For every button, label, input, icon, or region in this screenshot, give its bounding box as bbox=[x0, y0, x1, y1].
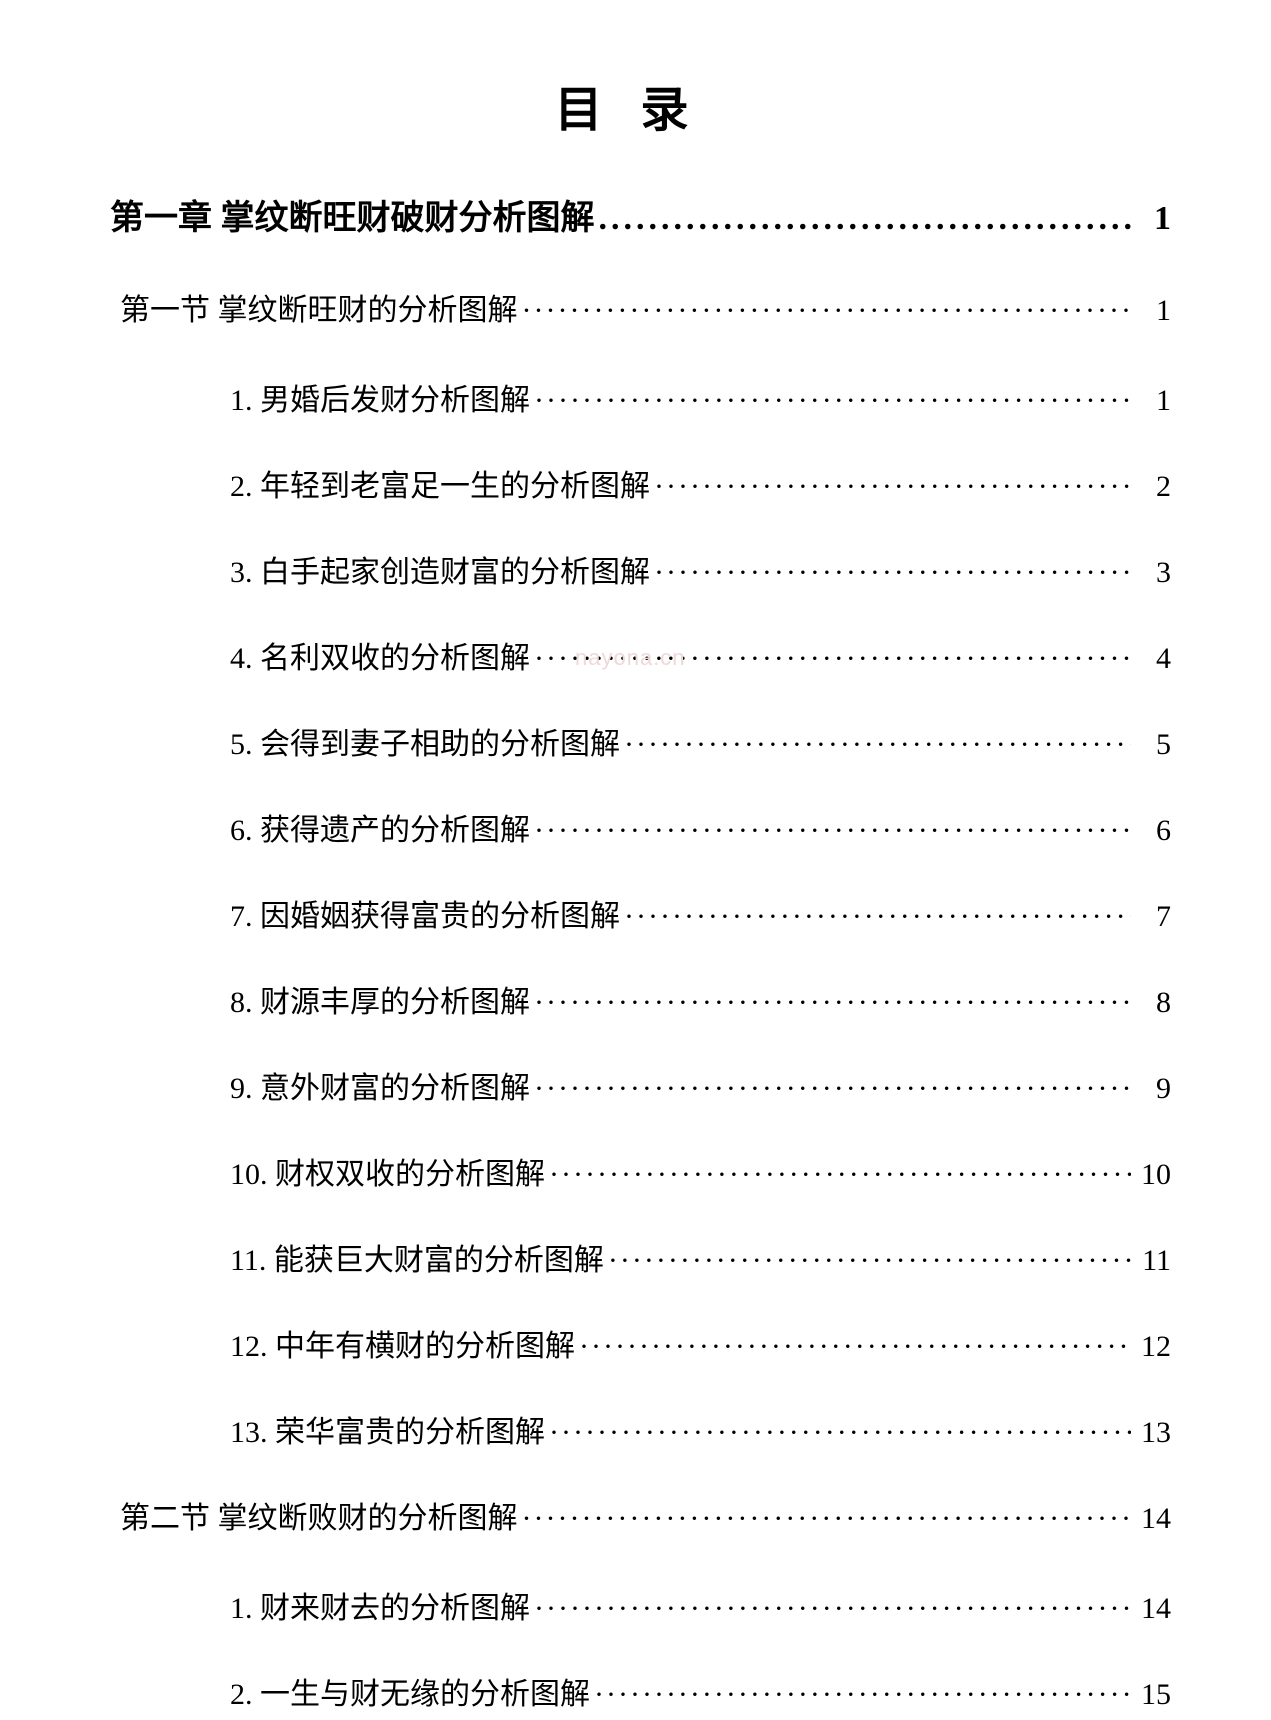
item-page: 15 bbox=[1131, 1678, 1171, 1712]
item-row: 4. 名利双收的分析图解····························… bbox=[110, 633, 1171, 677]
item-label: 2. 年轻到老富足一生的分析图解 bbox=[230, 461, 650, 505]
item-row: 2. 一生与财无缘的分析图解··························… bbox=[110, 1669, 1171, 1713]
item-page: 1 bbox=[1131, 384, 1171, 418]
item-row: 10. 财权双收的分析图解···························… bbox=[110, 1149, 1171, 1193]
item-page: 14 bbox=[1131, 1592, 1171, 1626]
item-label: 6. 获得遗产的分析图解 bbox=[230, 805, 530, 849]
item-row: 12. 中年有横财的分析图解··························… bbox=[110, 1321, 1171, 1365]
item-dots: ········································… bbox=[530, 1072, 1131, 1106]
item-dots: ········································… bbox=[620, 900, 1131, 934]
item-page: 10 bbox=[1131, 1158, 1171, 1192]
item-dots: ········································… bbox=[650, 556, 1131, 590]
item-page: 6 bbox=[1131, 814, 1171, 848]
item-label: 9. 意外财富的分析图解 bbox=[230, 1063, 530, 1107]
item-row: 1. 男婚后发财分析图解····························… bbox=[110, 375, 1171, 419]
chapter-dots: ........................................… bbox=[595, 200, 1132, 238]
item-page: 5 bbox=[1131, 728, 1171, 762]
section-dots: ········································… bbox=[518, 1502, 1132, 1536]
item-dots: ········································… bbox=[530, 814, 1131, 848]
section-row: 第一节 掌纹断旺财的分析图解 ·························… bbox=[110, 285, 1171, 329]
item-dots: ········································… bbox=[545, 1416, 1131, 1450]
item-label: 1. 男婚后发财分析图解 bbox=[230, 375, 530, 419]
toc-title: 目录 bbox=[110, 70, 1171, 140]
item-page: 11 bbox=[1131, 1244, 1171, 1278]
item-page: 12 bbox=[1131, 1330, 1171, 1364]
item-row: 8. 财源丰厚的分析图解····························… bbox=[110, 977, 1171, 1021]
item-dots: ········································… bbox=[575, 1330, 1131, 1364]
item-label: 7. 因婚姻获得富贵的分析图解 bbox=[230, 891, 620, 935]
item-page: 8 bbox=[1131, 986, 1171, 1020]
item-label: 3. 白手起家创造财富的分析图解 bbox=[230, 547, 650, 591]
section-dots: ········································… bbox=[518, 294, 1132, 328]
section-label: 第一节 掌纹断旺财的分析图解 bbox=[120, 285, 518, 329]
item-dots: ········································… bbox=[650, 470, 1131, 504]
item-dots: ········································… bbox=[530, 642, 1131, 676]
item-page: 7 bbox=[1131, 900, 1171, 934]
item-row: 9. 意外财富的分析图解····························… bbox=[110, 1063, 1171, 1107]
item-page: 3 bbox=[1131, 556, 1171, 590]
chapter-page: 1 bbox=[1131, 200, 1171, 238]
item-label: 11. 能获巨大财富的分析图解 bbox=[230, 1235, 604, 1279]
item-label: 2. 一生与财无缘的分析图解 bbox=[230, 1669, 590, 1713]
item-row: 6. 获得遗产的分析图解····························… bbox=[110, 805, 1171, 849]
item-dots: ········································… bbox=[530, 1592, 1131, 1626]
item-dots: ········································… bbox=[545, 1158, 1131, 1192]
item-label: 13. 荣华富贵的分析图解 bbox=[230, 1407, 545, 1451]
item-row: 7. 因婚姻获得富贵的分析图解·························… bbox=[110, 891, 1171, 935]
item-label: 4. 名利双收的分析图解 bbox=[230, 633, 530, 677]
section-label: 第二节 掌纹断败财的分析图解 bbox=[120, 1493, 518, 1537]
chapter-row: 第一章 掌纹断旺财破财分析图解 ........................… bbox=[110, 190, 1171, 239]
item-dots: ········································… bbox=[620, 728, 1131, 762]
item-row: 1. 财来财去的分析图解····························… bbox=[110, 1583, 1171, 1627]
item-page: 13 bbox=[1131, 1416, 1171, 1450]
item-page: 4 bbox=[1131, 642, 1171, 676]
item-label: 10. 财权双收的分析图解 bbox=[230, 1149, 545, 1193]
section-row: 第二节 掌纹断败财的分析图解 ·························… bbox=[110, 1493, 1171, 1537]
item-row: 3. 白手起家创造财富的分析图解························… bbox=[110, 547, 1171, 591]
item-row: 13. 荣华富贵的分析图解···························… bbox=[110, 1407, 1171, 1451]
item-page: 2 bbox=[1131, 470, 1171, 504]
item-label: 1. 财来财去的分析图解 bbox=[230, 1583, 530, 1627]
item-dots: ········································… bbox=[530, 986, 1131, 1020]
item-row: 5. 会得到妻子相助的分析图解·························… bbox=[110, 719, 1171, 763]
item-label: 12. 中年有横财的分析图解 bbox=[230, 1321, 575, 1365]
item-row: 2. 年轻到老富足一生的分析图解························… bbox=[110, 461, 1171, 505]
section-page: 14 bbox=[1131, 1502, 1171, 1536]
section-page: 1 bbox=[1131, 294, 1171, 328]
item-dots: ········································… bbox=[530, 384, 1131, 418]
item-dots: ········································… bbox=[604, 1244, 1131, 1278]
item-label: 5. 会得到妻子相助的分析图解 bbox=[230, 719, 620, 763]
item-label: 8. 财源丰厚的分析图解 bbox=[230, 977, 530, 1021]
item-dots: ········································… bbox=[590, 1678, 1131, 1712]
chapter-label: 第一章 掌纹断旺财破财分析图解 bbox=[110, 190, 595, 239]
item-row: 11. 能获巨大财富的分析图解·························… bbox=[110, 1235, 1171, 1279]
item-page: 9 bbox=[1131, 1072, 1171, 1106]
